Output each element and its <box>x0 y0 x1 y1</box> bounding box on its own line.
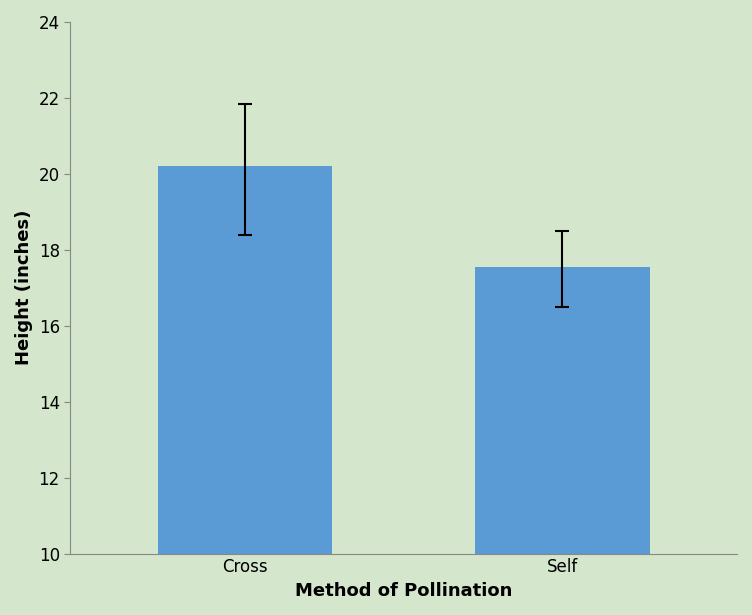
Y-axis label: Height (inches): Height (inches) <box>15 210 33 365</box>
X-axis label: Method of Pollination: Method of Pollination <box>295 582 512 600</box>
Bar <box>157 166 332 554</box>
Bar <box>475 267 650 554</box>
